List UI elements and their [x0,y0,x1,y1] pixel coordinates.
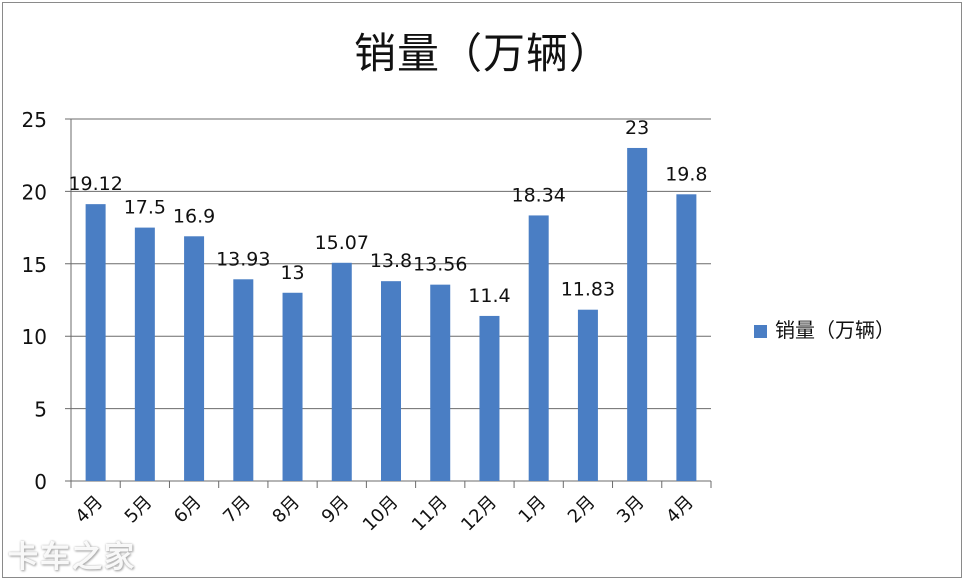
bar [430,284,451,481]
x-category-label: 11月 [408,492,452,536]
data-label: 19.8 [665,163,707,185]
bar [282,292,303,481]
x-category-label: 1月 [515,492,551,528]
bar [233,279,254,481]
data-label: 16.9 [173,205,215,227]
bar [184,236,205,481]
x-category-label: 10月 [359,492,403,536]
legend-label: 销量（万辆） [775,318,895,342]
legend: 销量（万辆） [754,314,895,343]
x-category-label: 4月 [71,492,107,528]
y-tick-label: 0 [34,470,47,494]
x-category-label: 9月 [318,492,354,528]
bar [627,147,648,481]
data-label: 15.07 [315,232,369,254]
x-category-label: 8月 [268,492,304,528]
bar [381,281,401,481]
data-label: 18.34 [511,184,565,206]
x-category-label: 5月 [121,492,157,528]
data-label: 13.8 [370,250,412,272]
y-tick-label: 20 [22,180,47,204]
bar [331,262,352,481]
x-category-label: 4月 [662,492,698,528]
bar [577,309,598,481]
x-category-label: 7月 [219,492,255,528]
bar [479,315,500,481]
data-label: 11.83 [561,279,615,301]
data-label: 13.56 [413,254,467,276]
x-axis: 4月 5月 6月 7月 8月 9月 10月 11月 12月 1月 2月 3月 4月 [70,481,712,536]
bar [85,204,106,481]
bar [676,194,697,481]
data-label: 11.4 [468,285,510,307]
x-category-label: 2月 [564,492,600,528]
data-label: 17.5 [124,197,166,219]
y-axis: 0 5 10 15 20 25 [22,108,72,494]
data-label: 23 [625,117,649,139]
bar-series [85,147,697,481]
data-label: 19.12 [68,173,122,195]
y-tick-label: 25 [22,108,47,132]
data-label: 13.93 [216,248,270,270]
bar [528,215,549,481]
data-label: 13 [280,262,304,284]
x-category-label: 3月 [613,492,649,528]
y-tick-label: 5 [34,398,47,422]
x-category-label: 12月 [457,492,501,536]
bar [134,227,155,481]
y-tick-label: 15 [22,253,47,277]
y-tick-label: 10 [22,325,47,349]
watermark-logo: 卡车之家 [8,540,136,575]
x-category-label: 6月 [170,492,206,528]
chart-title: 销量（万辆） [353,29,612,78]
legend-swatch-icon [754,325,767,338]
